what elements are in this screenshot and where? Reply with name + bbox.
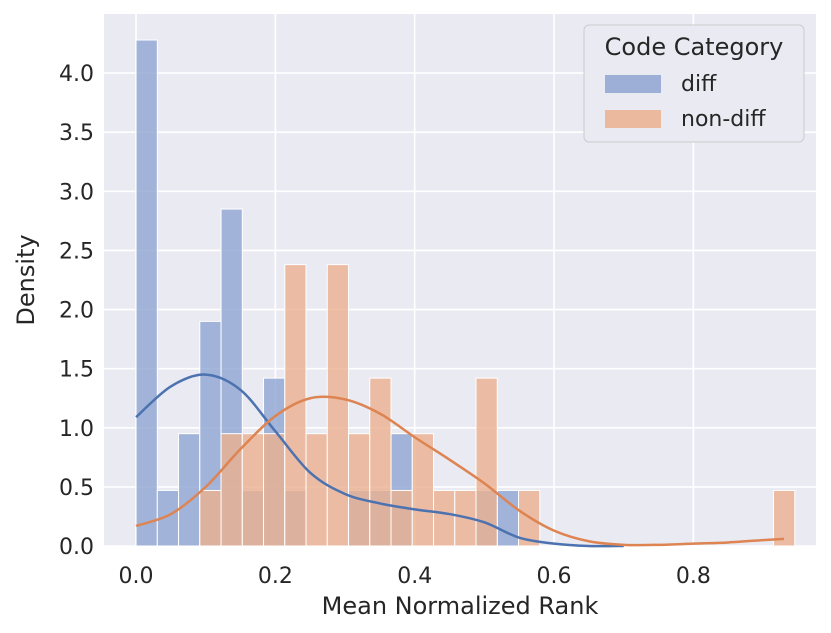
y-tick-label: 0.5 <box>59 476 94 501</box>
y-tick-label: 0.0 <box>59 535 94 560</box>
x-tick-label: 0.8 <box>676 564 711 589</box>
legend-swatch-non-diff <box>605 110 661 128</box>
legend-title: Code Category <box>605 33 784 61</box>
non-diff-bar <box>773 489 796 547</box>
y-tick-label: 3.0 <box>59 180 94 205</box>
y-tick-label: 1.5 <box>59 358 94 383</box>
non-diff-kde-line <box>135 395 785 547</box>
non-diff-bar <box>390 489 413 547</box>
non-diff-bars <box>199 264 796 547</box>
non-diff-bar <box>475 377 498 547</box>
x-tick-labels: 0.0 0.2 0.4 0.6 0.8 <box>119 564 711 589</box>
non-diff-bar <box>263 433 286 547</box>
diff-bar <box>135 39 158 547</box>
y-tick-label: 1.0 <box>59 417 94 442</box>
non-diff-bar <box>348 433 371 547</box>
non-diff-bar <box>433 489 456 547</box>
kde-curves <box>135 373 785 548</box>
non-diff-bar <box>284 264 307 547</box>
y-tick-label: 3.5 <box>59 121 94 146</box>
non-diff-bar <box>369 377 392 547</box>
diff-bar <box>178 433 201 547</box>
legend-label-diff: diff <box>681 72 717 97</box>
y-tick-label: 4.0 <box>59 62 94 87</box>
diff-kde-line <box>135 373 624 548</box>
legend: Code Category diff non-diff <box>583 24 805 143</box>
non-diff-bar <box>411 433 435 547</box>
non-diff-bar <box>199 489 222 547</box>
y-axis-label: Density <box>12 234 40 325</box>
x-tick-label: 0.0 <box>119 564 154 589</box>
legend-swatch-diff <box>605 75 661 93</box>
non-diff-bar <box>326 264 350 547</box>
x-tick-label: 0.6 <box>537 564 572 589</box>
non-diff-bar <box>241 433 265 547</box>
x-axis-label: Mean Normalized Rank <box>322 592 599 620</box>
y-tick-labels: 0.0 0.5 1.0 1.5 2.0 2.5 3.0 3.5 4.0 <box>59 62 94 560</box>
y-tick-label: 2.5 <box>59 239 94 264</box>
x-tick-label: 0.2 <box>258 564 293 589</box>
legend-label-non-diff: non-diff <box>681 107 766 132</box>
x-tick-label: 0.4 <box>397 564 432 589</box>
y-tick-label: 2.0 <box>59 299 94 324</box>
non-diff-bar <box>305 433 328 547</box>
